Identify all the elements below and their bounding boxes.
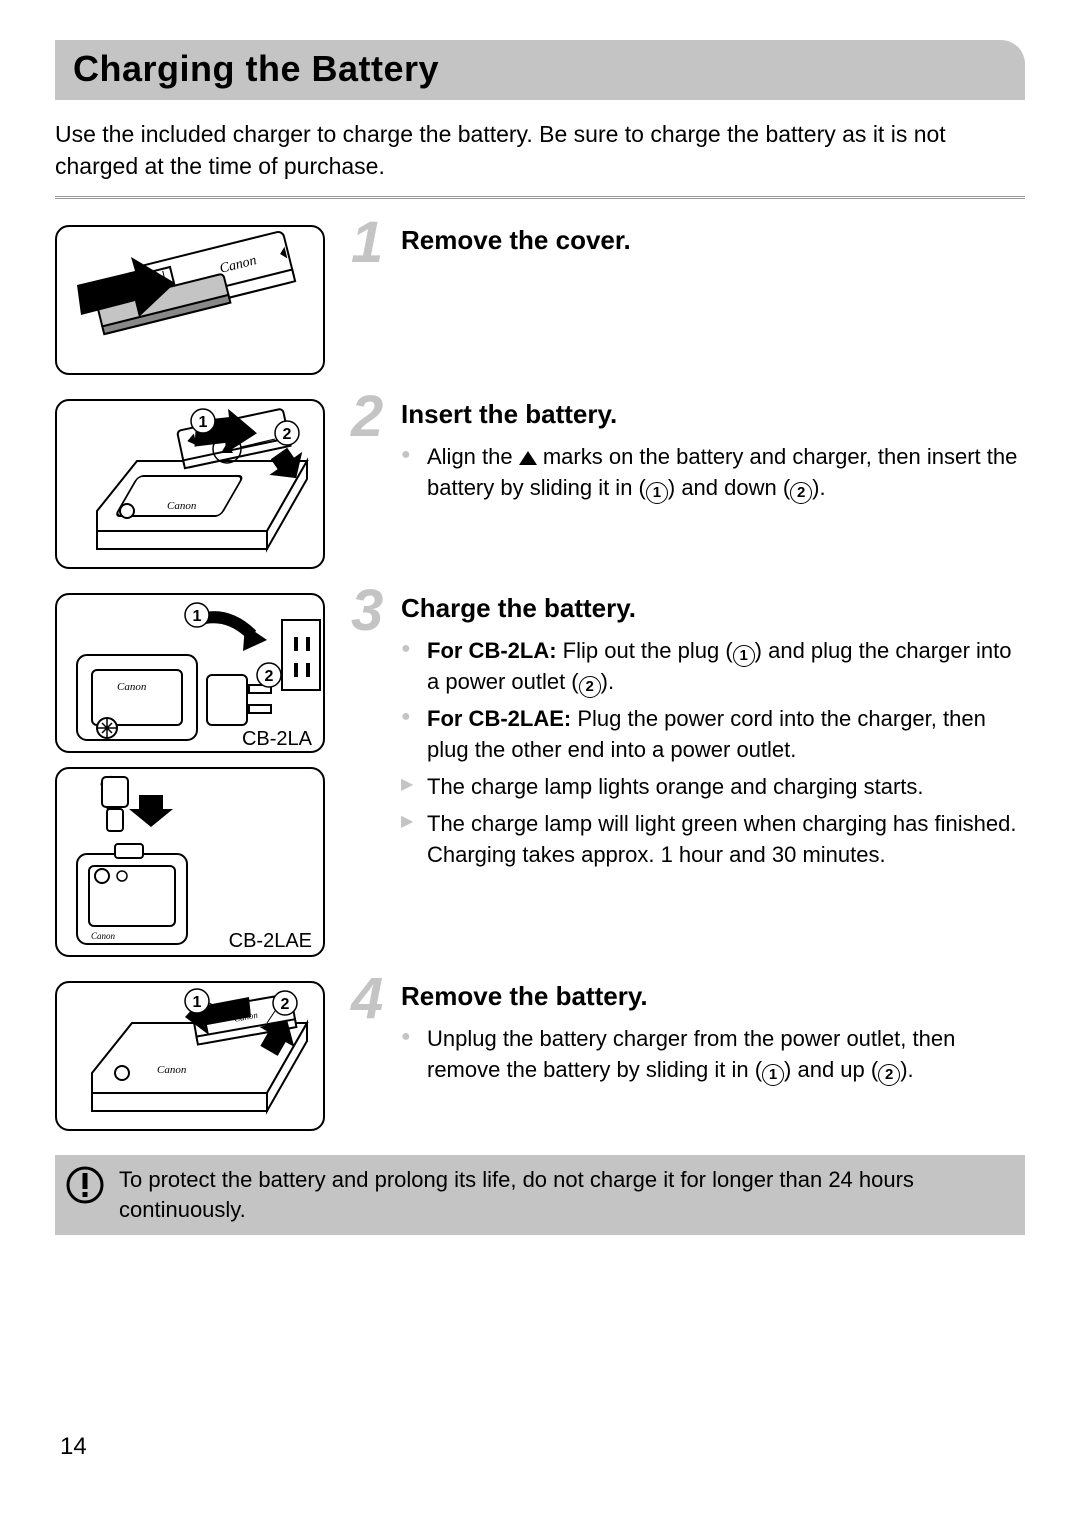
step-3: Canon 1 (55, 593, 1025, 957)
circled-2: 2 (790, 482, 812, 504)
step-2-bullets: Align the marks on the battery and charg… (401, 442, 1025, 504)
step-2-bullet-1: Align the marks on the battery and charg… (401, 442, 1025, 504)
step-3-bullets: For CB-2LA: Flip out the plug (1) and pl… (401, 636, 1025, 870)
step-4-illustration-col: Canon Canon 1 2 (55, 981, 325, 1131)
svg-text:2: 2 (265, 668, 274, 685)
step-3-bullet-4: The charge lamp will light green when ch… (401, 809, 1025, 871)
circled-1: 1 (762, 1064, 784, 1086)
circled-1: 1 (733, 645, 755, 667)
step-4-title: Remove the battery. (401, 981, 1025, 1012)
svg-text:1: 1 (193, 608, 202, 625)
step-4-text: 4 Remove the battery. Unplug the battery… (351, 981, 1025, 1131)
svg-text:Canon: Canon (91, 931, 116, 941)
step-3-text: 3 Charge the battery. For CB-2LA: Flip o… (351, 593, 1025, 957)
step-number-2: 2 (351, 394, 391, 569)
step-2-title: Insert the battery. (401, 399, 1025, 430)
step-4: Canon Canon 1 2 4 (55, 981, 1025, 1131)
caution-icon (65, 1165, 105, 1213)
step-4-bullets: Unplug the battery charger from the powe… (401, 1024, 1025, 1086)
step-3-illustration-col: Canon 1 (55, 593, 325, 957)
insert-battery-illustration: Canon Canon 1 2 (55, 399, 325, 569)
triangle-icon (519, 451, 537, 465)
svg-text:2: 2 (283, 426, 292, 443)
step-number-4: 4 (351, 976, 391, 1131)
step-3-bullet-3: The charge lamp lights orange and chargi… (401, 772, 1025, 803)
step-2-illustration-col: Canon Canon 1 2 (55, 399, 325, 569)
step-number-1: 1 (351, 220, 391, 375)
step-4-bullet-1: Unplug the battery charger from the powe… (401, 1024, 1025, 1086)
svg-text:Canon: Canon (117, 681, 147, 693)
caution-text: To protect the battery and prolong its l… (119, 1165, 1011, 1224)
step-1-text: 1 Remove the cover. (351, 225, 1025, 375)
section-title: Charging the Battery (73, 48, 1007, 90)
svg-text:1: 1 (193, 994, 202, 1011)
step-number-3: 3 (351, 588, 391, 957)
step-3-bullet-1: For CB-2LA: Flip out the plug (1) and pl… (401, 636, 1025, 698)
circled-2: 2 (878, 1064, 900, 1086)
charge-cb2la-illustration: Canon 1 (55, 593, 325, 753)
remove-cover-illustration: Canon (55, 225, 325, 375)
step-2: Canon Canon 1 2 (55, 399, 1025, 569)
circled-2: 2 (579, 676, 601, 698)
step-1-title: Remove the cover. (401, 225, 1025, 256)
divider (55, 196, 1025, 199)
section-title-bar: Charging the Battery (55, 40, 1025, 100)
step-1: Canon 1 Remove the cover. (55, 225, 1025, 375)
circled-1: 1 (646, 482, 668, 504)
step-3-title: Charge the battery. (401, 593, 1025, 624)
svg-text:CB-2LA: CB-2LA (242, 728, 313, 750)
svg-text:CB-2LAE: CB-2LAE (229, 930, 312, 952)
charge-cb2lae-illustration: Canon CB-2LAE (55, 767, 325, 957)
svg-text:2: 2 (281, 996, 290, 1013)
page-number: 14 (60, 1433, 87, 1461)
svg-text:Canon: Canon (157, 1064, 187, 1076)
caution-box: To protect the battery and prolong its l… (55, 1155, 1025, 1234)
remove-battery-illustration: Canon Canon 1 2 (55, 981, 325, 1131)
svg-text:Canon: Canon (167, 500, 197, 512)
intro-text: Use the included charger to charge the b… (55, 118, 1025, 182)
step-2-text: 2 Insert the battery. Align the marks on… (351, 399, 1025, 569)
step-3-bullet-2: For CB-2LAE: Plug the power cord into th… (401, 704, 1025, 766)
step-1-illustration-col: Canon (55, 225, 325, 375)
svg-text:1: 1 (199, 414, 208, 431)
